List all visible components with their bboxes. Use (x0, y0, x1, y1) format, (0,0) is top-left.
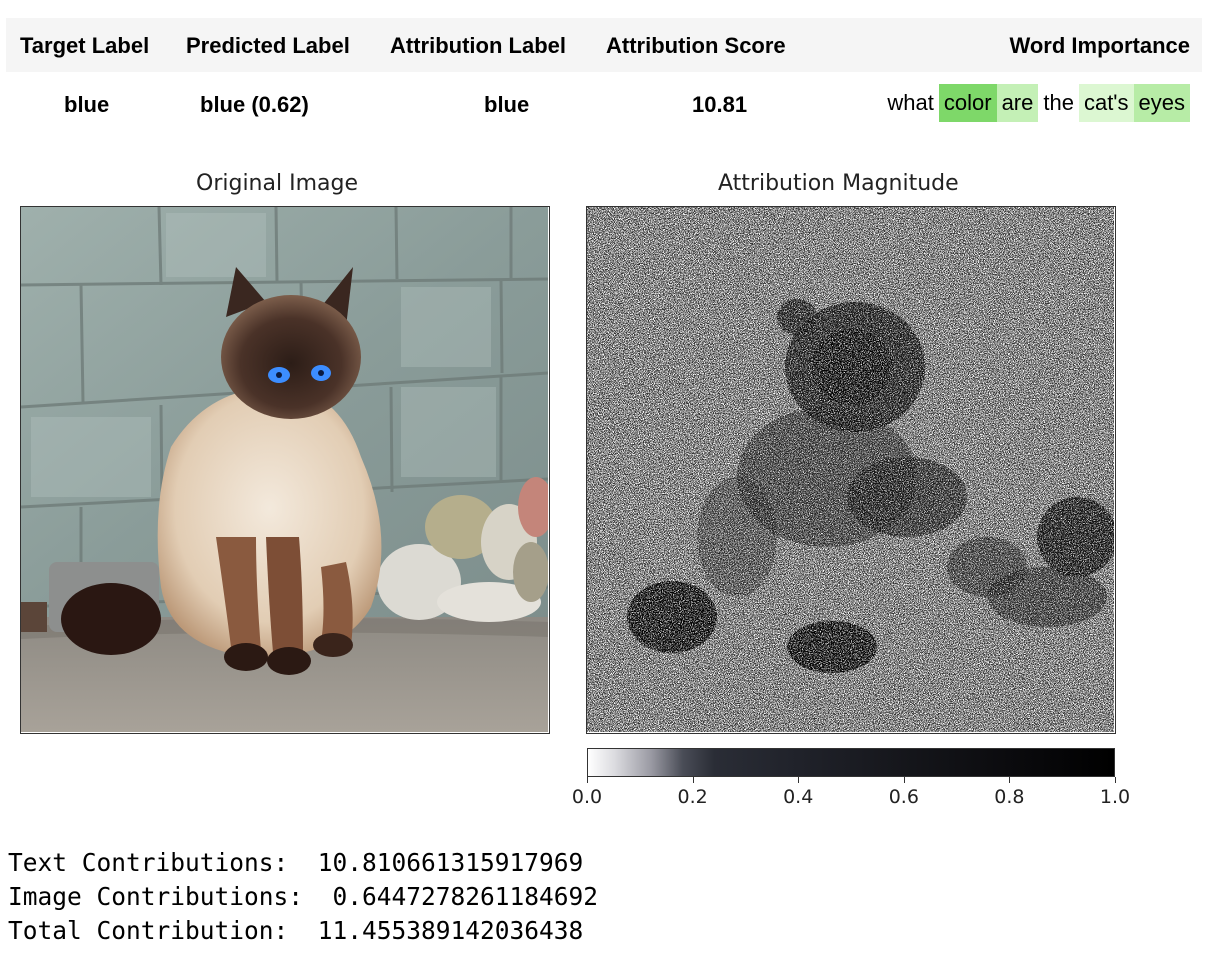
total-contribution-value: 11.455389142036438 (317, 916, 584, 945)
word-token: what (882, 84, 939, 122)
total-contribution-line: Total Contribution: 11.455389142036438 (8, 916, 583, 945)
cell-attribution-label: blue (484, 92, 530, 117)
text-contributions-label: Text Contributions: (8, 848, 289, 877)
attribution-heatmap (587, 207, 1114, 732)
colorbar-tick-mark (587, 777, 588, 783)
attribution-colorbar (587, 748, 1115, 777)
text-contributions-value: 10.810661315917969 (317, 848, 584, 877)
attribution-table: Target Label Predicted Label Attribution… (6, 18, 1202, 140)
original-image-title: Original Image (196, 171, 358, 196)
header-target-label: Target Label (20, 33, 150, 58)
colorbar-tick-mark (1115, 777, 1116, 783)
colorbar-tick-label: 0.4 (783, 786, 814, 808)
cell-attribution-score: 10.81 (692, 92, 748, 117)
colorbar-tick-label: 1.0 (1099, 786, 1131, 808)
word-token: color (938, 84, 997, 122)
image-contributions-line: Image Contributions: 0.6447278261184692 (8, 882, 598, 911)
colorbar-tick-label: 0.6 (888, 786, 919, 808)
word-token: the (1038, 84, 1079, 122)
header-word-importance: Word Importance (1009, 33, 1190, 58)
word-token: eyes (1133, 84, 1190, 122)
attribution-magnitude-panel (586, 206, 1116, 734)
header-attribution-score: Attribution Score (606, 33, 786, 58)
image-contributions-label: Image Contributions: (8, 882, 304, 911)
cell-predicted-label: blue (0.62) (200, 92, 309, 117)
colorbar-tick-mark (1009, 777, 1011, 783)
colorbar-tick-mark (692, 777, 694, 783)
colorbar-tick-label: 0.0 (571, 786, 603, 808)
word-importance-cell: what color are the cat's eyes (882, 84, 1190, 122)
colorbar-tick-label: 0.8 (994, 786, 1025, 808)
word-token: cat's (1078, 84, 1134, 122)
total-contribution-label: Total Contribution: (8, 916, 289, 945)
table-header: Target Label Predicted Label Attribution… (6, 18, 1202, 72)
cell-target-label: blue (64, 92, 110, 117)
colorbar-tick-label: 0.2 (677, 786, 708, 808)
word-token: are (996, 84, 1039, 122)
text-contributions-line: Text Contributions: 10.810661315917969 (8, 848, 583, 877)
table-row: blue blue (0.62) blue 10.81 what color are… (6, 72, 1202, 140)
original-image-panel (20, 206, 550, 734)
colorbar-tick-mark (798, 777, 800, 783)
header-predicted-label: Predicted Label (186, 33, 350, 58)
header-attribution-label: Attribution Label (390, 33, 566, 58)
cat-photo (21, 207, 548, 732)
colorbar-tick-mark (903, 777, 905, 783)
attribution-magnitude-title: Attribution Magnitude (718, 171, 959, 196)
image-contributions-value: 0.6447278261184692 (332, 882, 599, 911)
